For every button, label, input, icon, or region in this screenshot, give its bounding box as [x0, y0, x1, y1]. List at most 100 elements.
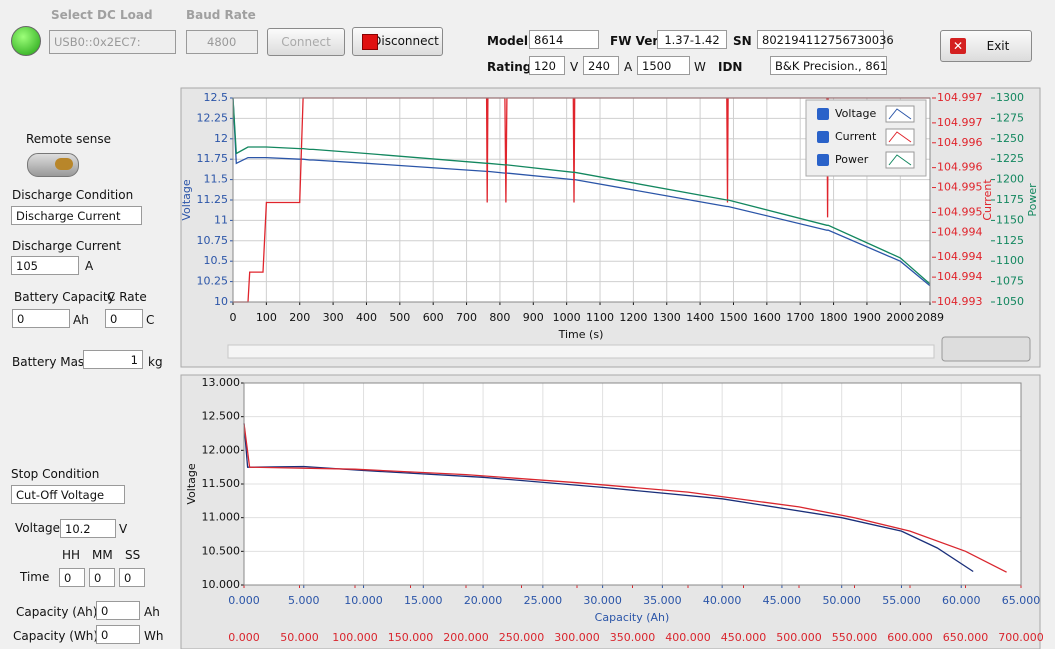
y3-tick-label: 1200	[996, 173, 1024, 186]
unit: Wh	[144, 629, 164, 643]
axis-title: Voltage	[180, 179, 193, 220]
axis-title: Voltage	[185, 463, 198, 504]
baud-rate[interactable]: 4800	[186, 30, 258, 54]
label: Battery Mass	[12, 355, 91, 369]
resource-select[interactable]: USB0::0x2EC7:	[49, 30, 176, 54]
scrollbar[interactable]	[227, 344, 935, 359]
c-rate-input[interactable]: 0	[105, 309, 143, 328]
y3-tick-label: 1275	[996, 111, 1024, 124]
y-tick-label: 10.500	[202, 544, 241, 557]
y-tick-label: 11.5	[204, 173, 229, 186]
stop-condition-select[interactable]: Cut-Off Voltage	[11, 485, 125, 504]
label: Baud Rate	[186, 8, 256, 22]
capacity-ah-input[interactable]: 0	[96, 601, 140, 620]
legend-label: Current	[835, 130, 877, 143]
x-tick-label: 1900	[853, 311, 881, 324]
y-tick-label: 11.500	[202, 477, 241, 490]
time-ss[interactable]: 0	[119, 568, 145, 587]
y-tick-label: 10	[214, 295, 228, 308]
y-tick-label: 12	[214, 132, 228, 145]
label: Model	[487, 34, 529, 48]
x-tick-label: 55.000	[882, 594, 921, 607]
x2-tick-label: 550.000	[832, 631, 878, 644]
y2-tick-label: 104.997	[937, 91, 983, 104]
y2-tick-label: 104.997	[937, 116, 983, 129]
status-led	[11, 26, 41, 56]
y-tick-label: 13.000	[202, 376, 241, 389]
axis-title: Power	[1026, 183, 1039, 217]
x-tick-label: 5.000	[288, 594, 320, 607]
x-tick-label: 40.000	[703, 594, 742, 607]
series-line	[232, 97, 931, 287]
y2-tick-label: 104.994	[937, 250, 983, 263]
cutoff-voltage-input[interactable]: 10.2	[60, 519, 116, 538]
label: FW Ver.	[610, 34, 662, 48]
y-tick-label: 11.75	[197, 152, 229, 165]
legend-checkbox[interactable]	[817, 154, 829, 166]
battery-mass-input[interactable]: 1	[83, 350, 143, 369]
legend-swatch	[885, 151, 915, 169]
discharge-current-input[interactable]: 105	[11, 256, 79, 275]
y-tick-label: 11.25	[197, 193, 229, 206]
label: Discharge Current	[12, 239, 121, 253]
x-tick-label: 700	[456, 311, 477, 324]
legend-label: Voltage	[835, 107, 876, 120]
unit: A	[624, 60, 633, 74]
x-tick-label: 100	[256, 311, 277, 324]
unit: C	[146, 313, 155, 327]
connect-button[interactable]: Connect	[267, 28, 345, 56]
y3-tick-label: 1250	[996, 132, 1024, 145]
axis-title: Time (s)	[558, 328, 604, 341]
legend-checkbox[interactable]	[817, 131, 829, 143]
rating-a: 240	[583, 56, 619, 75]
rating-w: 1500	[637, 56, 690, 75]
y2-tick-label: 104.994	[937, 270, 983, 283]
label: C Rate	[107, 290, 147, 304]
x-tick-label: 15.000	[404, 594, 443, 607]
series-line	[232, 97, 931, 285]
x-tick-label: 25.000	[524, 594, 563, 607]
disconnect-button[interactable]: Disconnect	[352, 27, 443, 56]
y3-tick-label: 1225	[996, 152, 1024, 165]
x-tick-label: 200	[289, 311, 310, 324]
x2-tick-label: 700.000	[998, 631, 1044, 644]
x-tick-label: 1100	[586, 311, 614, 324]
graph-tools[interactable]	[941, 336, 1031, 362]
legend-line	[888, 108, 912, 120]
legend-checkbox[interactable]	[817, 108, 829, 120]
unit: Ah	[73, 313, 89, 327]
x-tick-label: 1300	[653, 311, 681, 324]
discharge-condition-select[interactable]: Discharge Current	[11, 206, 142, 225]
fw-value: 1.37-1.42	[657, 30, 727, 49]
x2-tick-label: 450.000	[721, 631, 767, 644]
battery-capacity-input[interactable]: 0	[12, 309, 70, 328]
x-tick-label: 60.000	[942, 594, 981, 607]
toggle-knob	[55, 158, 73, 170]
y2-tick-label: 104.994	[937, 225, 983, 238]
y3-tick-label: 1125	[996, 234, 1024, 247]
x2-tick-label: 150.000	[388, 631, 434, 644]
axis-title: Current	[981, 179, 994, 221]
label: Battery Capacity	[14, 290, 115, 304]
capacity-wh-input[interactable]: 0	[96, 625, 140, 644]
time-hh[interactable]: 0	[59, 568, 85, 587]
label: Time	[20, 570, 50, 584]
unit: kg	[148, 355, 163, 369]
x-tick-label: 1500	[719, 311, 747, 324]
x-tick-label: 65.000	[1002, 594, 1041, 607]
time-mm[interactable]: 0	[89, 568, 115, 587]
legend-line	[888, 154, 912, 166]
y2-tick-label: 104.995	[937, 205, 983, 218]
unit: W	[694, 60, 706, 74]
y3-tick-label: 1150	[996, 213, 1024, 226]
x2-tick-label: 300.000	[554, 631, 600, 644]
x-tick-label: 1700	[786, 311, 814, 324]
y2-tick-label: 104.996	[937, 136, 983, 149]
x2-tick-label: 200.000	[443, 631, 489, 644]
y-tick-label: 11	[214, 213, 228, 226]
x-tick-label: 900	[523, 311, 544, 324]
legend-line	[888, 131, 912, 143]
y-tick-label: 10.000	[202, 578, 241, 591]
x2-tick-label: 600.000	[887, 631, 933, 644]
x-tick-label: 35.000	[643, 594, 682, 607]
